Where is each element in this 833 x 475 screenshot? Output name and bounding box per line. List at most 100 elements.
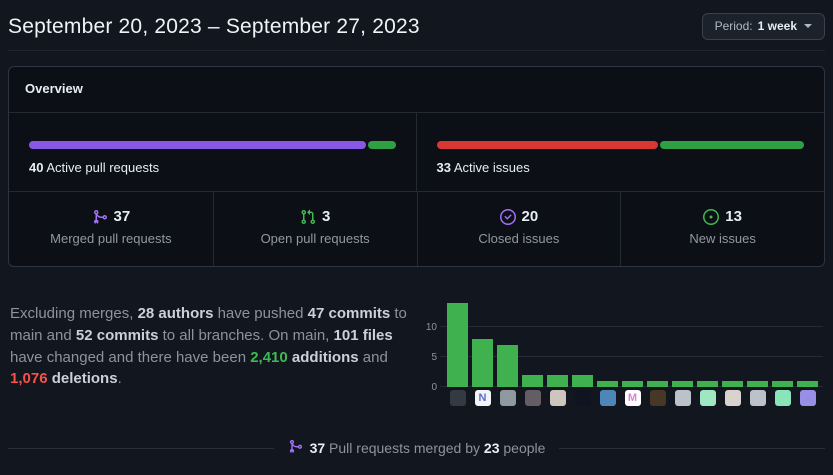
activity-bars-row: 40 Active pull requests 33 Active issues xyxy=(9,113,824,191)
avatar-default-octocat[interactable] xyxy=(674,390,691,406)
avatar-user-photo-hat[interactable] xyxy=(599,390,616,406)
stat-closed-issues[interactable]: 20 Closed issues xyxy=(416,192,621,266)
avatar-slot xyxy=(797,390,818,406)
overview-card-header: Overview xyxy=(9,67,824,113)
summary-segment: deletions xyxy=(51,370,118,388)
chart-bar xyxy=(647,381,668,387)
active-issues-text: Active issues xyxy=(450,160,530,175)
summary-segment: and xyxy=(358,348,388,366)
stat-merged-pull-requests[interactable]: 37 Merged pull requests xyxy=(9,192,213,266)
stat-value: 37 xyxy=(113,208,131,225)
summary-segment: 52 commits xyxy=(75,326,159,344)
active-issues-count: 33 xyxy=(436,160,451,175)
avatar-night-moon-photo[interactable] xyxy=(574,390,591,406)
pull-requests-progress-bar xyxy=(29,141,396,149)
summary-segment: 2,410 xyxy=(250,348,288,366)
avatar-user-photo-woman[interactable] xyxy=(549,390,566,406)
chevron-down-icon xyxy=(804,24,812,28)
commit-summary-text: Excluding merges, 28 authors have pushed… xyxy=(10,294,420,406)
chart-bar xyxy=(597,381,618,387)
chart-plot-area: 0 5 10 xyxy=(426,299,823,393)
period-value: 1 week xyxy=(757,19,797,33)
summary-segment: 47 commits xyxy=(307,305,391,322)
avatar-slot xyxy=(747,390,768,406)
bars-group xyxy=(447,303,823,387)
y-axis-tick-label: 0 xyxy=(431,382,437,393)
summary-segment: 101 files xyxy=(333,326,393,344)
gridline xyxy=(440,356,823,357)
avatar-slot xyxy=(772,390,793,406)
active-issues-cell: 33 Active issues xyxy=(417,113,825,191)
avatar-slot xyxy=(572,390,593,406)
issues-progress-bar xyxy=(436,141,804,149)
period-dropdown-button[interactable]: Period: 1 week xyxy=(701,13,825,40)
stat-label: New issues xyxy=(689,231,756,246)
overview-card: Overview 40 Active pull requests 33 Acti… xyxy=(8,66,825,267)
progress-segment-closed xyxy=(436,141,658,149)
chart-bar xyxy=(722,381,743,387)
summary-segment: to main and xyxy=(10,305,407,344)
avatar-purple-identicon[interactable] xyxy=(799,390,816,406)
period-label: Period: xyxy=(714,19,753,33)
stat-value: 3 xyxy=(321,208,331,225)
avatar-mint-identicon-2[interactable] xyxy=(774,390,791,406)
active-pull-requests-count: 40 xyxy=(29,160,44,175)
progress-segment-open xyxy=(368,141,396,149)
avatar-user-photo-white[interactable] xyxy=(724,390,741,406)
stat-new-issues[interactable]: 13 New issues xyxy=(620,192,824,266)
active-pull-requests-text: Active pull requests xyxy=(43,160,160,175)
avatar-slot xyxy=(647,390,668,406)
stat-label: Closed issues xyxy=(478,231,560,246)
header-divider xyxy=(8,50,825,51)
chart-bar xyxy=(572,375,593,387)
stat-label: Merged pull requests xyxy=(50,231,172,246)
avatar-letter-n-logo[interactable]: N xyxy=(474,390,491,406)
merged-by-section: 37 Pull requests merged by 23 people xyxy=(8,439,825,457)
stat-value: 13 xyxy=(725,208,742,225)
summary-segment: to all branches. On main, xyxy=(158,326,334,344)
chart-bar xyxy=(622,381,643,387)
progress-segment-merged xyxy=(29,141,367,149)
merged-count: 37 xyxy=(309,440,326,456)
summary-segment: . xyxy=(117,370,122,388)
issue-opened-icon xyxy=(703,208,720,225)
avatar-user-photo-dark[interactable] xyxy=(449,390,466,406)
avatar-user-photo-hood[interactable] xyxy=(524,390,541,406)
right-rule xyxy=(559,447,825,449)
y-axis-tick-label: 5 xyxy=(431,352,437,363)
summary-segment: have pushed xyxy=(213,305,308,322)
y-axis-tick-label: 10 xyxy=(425,322,437,333)
chart-bar xyxy=(747,381,768,387)
page-title: September 20, 2023 – September 27, 2023 xyxy=(8,14,420,38)
left-rule xyxy=(8,447,274,449)
chart-bar xyxy=(497,345,518,387)
avatar-user-photo-gray[interactable] xyxy=(499,390,516,406)
overview-title: Overview xyxy=(25,81,83,96)
chart-bar xyxy=(522,375,543,387)
avatar-slot xyxy=(497,390,518,406)
avatar-slot: N xyxy=(472,390,493,406)
stat-open-pull-requests[interactable]: 3 Open pull requests xyxy=(212,192,417,266)
avatar-slot xyxy=(547,390,568,406)
avatar-mint-identicon[interactable] xyxy=(699,390,716,406)
avatar-default-octocat-2[interactable] xyxy=(749,390,766,406)
merged-middle: Pull requests merged by xyxy=(329,440,481,456)
chart-bar xyxy=(472,339,493,387)
git-pull-request-icon xyxy=(300,209,316,225)
avatar-slot xyxy=(522,390,543,406)
people-count: 23 xyxy=(483,440,500,456)
avatar-slot xyxy=(447,390,468,406)
gridline xyxy=(440,326,823,327)
avatar-letter-m-identicon[interactable]: M xyxy=(624,390,641,406)
summary-segment: additions xyxy=(291,348,359,366)
git-merge-icon xyxy=(288,439,303,457)
avatar-user-photo-glow[interactable] xyxy=(649,390,666,406)
summary-segment: 28 authors xyxy=(137,305,214,322)
summary-segment: have changed and there have been xyxy=(10,348,251,366)
merged-suffix: people xyxy=(503,440,546,456)
chart-bar xyxy=(772,381,793,387)
issue-closed-icon xyxy=(499,208,516,225)
summary-segment: Excluding merges, xyxy=(10,305,138,322)
